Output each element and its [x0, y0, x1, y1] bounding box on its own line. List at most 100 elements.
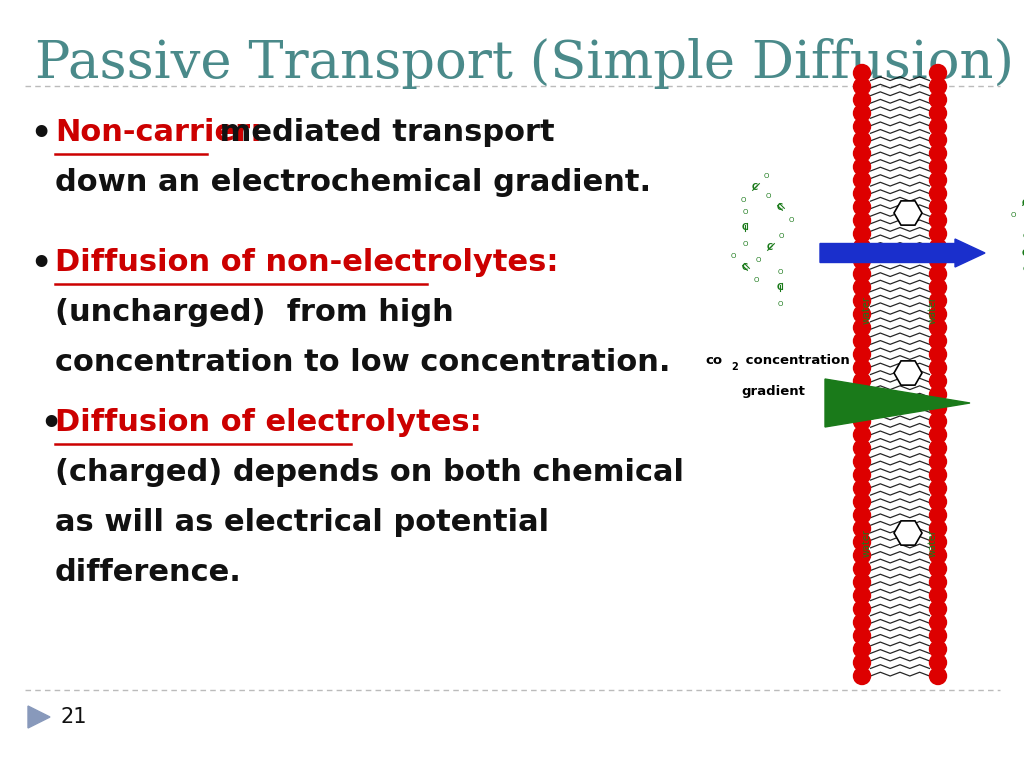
Text: Passive Transport (Simple Diffusion): Passive Transport (Simple Diffusion)	[35, 38, 1014, 89]
Circle shape	[853, 399, 870, 416]
Circle shape	[930, 466, 946, 484]
Text: O: O	[742, 241, 748, 247]
Circle shape	[853, 266, 870, 283]
Circle shape	[853, 372, 870, 389]
Text: O: O	[1011, 212, 1016, 217]
Text: concentration to low concentration.: concentration to low concentration.	[55, 348, 671, 377]
Circle shape	[930, 399, 946, 416]
Circle shape	[853, 426, 870, 443]
Circle shape	[853, 252, 870, 269]
Circle shape	[930, 614, 946, 631]
Circle shape	[930, 440, 946, 457]
Text: water: water	[862, 529, 872, 557]
Text: C: C	[767, 243, 773, 253]
Polygon shape	[894, 361, 922, 385]
Text: O: O	[731, 253, 736, 260]
Circle shape	[853, 574, 870, 591]
Text: water: water	[862, 296, 872, 324]
Polygon shape	[894, 201, 922, 225]
Circle shape	[853, 480, 870, 497]
Circle shape	[853, 601, 870, 617]
Circle shape	[930, 574, 946, 591]
Text: Diffusion of non-electrolytes:: Diffusion of non-electrolytes:	[55, 248, 558, 277]
Circle shape	[853, 440, 870, 457]
Circle shape	[853, 333, 870, 349]
Circle shape	[853, 319, 870, 336]
Circle shape	[930, 480, 946, 497]
Circle shape	[930, 239, 946, 256]
Text: 21: 21	[60, 707, 86, 727]
Circle shape	[853, 104, 870, 121]
Text: mediated transport: mediated transport	[209, 118, 555, 147]
Circle shape	[930, 333, 946, 349]
FancyArrow shape	[820, 239, 985, 267]
Text: C: C	[777, 204, 783, 213]
Circle shape	[930, 413, 946, 430]
Circle shape	[853, 413, 870, 430]
Text: C: C	[752, 184, 758, 193]
Circle shape	[853, 561, 870, 578]
Circle shape	[853, 507, 870, 524]
Circle shape	[930, 225, 946, 242]
Text: O: O	[754, 276, 760, 283]
Text: O: O	[777, 302, 782, 307]
Circle shape	[853, 534, 870, 551]
Circle shape	[853, 346, 870, 363]
Text: O: O	[788, 217, 795, 223]
Circle shape	[853, 466, 870, 484]
Text: difference.: difference.	[55, 558, 242, 587]
Circle shape	[930, 172, 946, 189]
Circle shape	[930, 561, 946, 578]
Polygon shape	[894, 521, 922, 545]
Circle shape	[930, 306, 946, 323]
Text: (uncharged)  from high: (uncharged) from high	[55, 298, 454, 327]
Circle shape	[930, 641, 946, 657]
Circle shape	[853, 587, 870, 604]
Circle shape	[853, 641, 870, 657]
Text: (charged) depends on both chemical: (charged) depends on both chemical	[55, 458, 684, 487]
Circle shape	[853, 520, 870, 537]
Circle shape	[853, 91, 870, 108]
Circle shape	[930, 520, 946, 537]
Text: co: co	[705, 355, 722, 368]
Circle shape	[930, 426, 946, 443]
Text: Diffusion of electrolytes:: Diffusion of electrolytes:	[55, 408, 481, 437]
Polygon shape	[825, 379, 970, 427]
Circle shape	[853, 614, 870, 631]
Text: down an electrochemical gradient.: down an electrochemical gradient.	[55, 168, 651, 197]
Circle shape	[853, 158, 870, 175]
Text: O: O	[777, 269, 782, 274]
Circle shape	[930, 601, 946, 617]
Circle shape	[930, 78, 946, 95]
Circle shape	[853, 667, 870, 684]
Circle shape	[930, 667, 946, 684]
Circle shape	[930, 627, 946, 644]
Text: O: O	[779, 233, 784, 240]
Circle shape	[853, 78, 870, 95]
Circle shape	[930, 158, 946, 175]
Circle shape	[930, 654, 946, 671]
Circle shape	[930, 198, 946, 216]
Circle shape	[853, 306, 870, 323]
Text: O: O	[766, 194, 771, 200]
Text: O: O	[764, 174, 769, 180]
Text: concentration: concentration	[741, 355, 850, 368]
Circle shape	[853, 212, 870, 229]
Text: 2: 2	[731, 362, 737, 372]
Circle shape	[930, 104, 946, 121]
Circle shape	[930, 212, 946, 229]
Text: gradient: gradient	[741, 385, 805, 398]
Text: •: •	[30, 118, 51, 151]
Circle shape	[930, 493, 946, 510]
Circle shape	[853, 293, 870, 310]
Circle shape	[853, 172, 870, 189]
Circle shape	[930, 252, 946, 269]
Circle shape	[930, 185, 946, 202]
Circle shape	[930, 453, 946, 470]
Circle shape	[853, 225, 870, 242]
Circle shape	[930, 65, 946, 81]
Circle shape	[853, 118, 870, 135]
Circle shape	[930, 118, 946, 135]
Circle shape	[930, 346, 946, 363]
Text: water: water	[928, 529, 938, 557]
